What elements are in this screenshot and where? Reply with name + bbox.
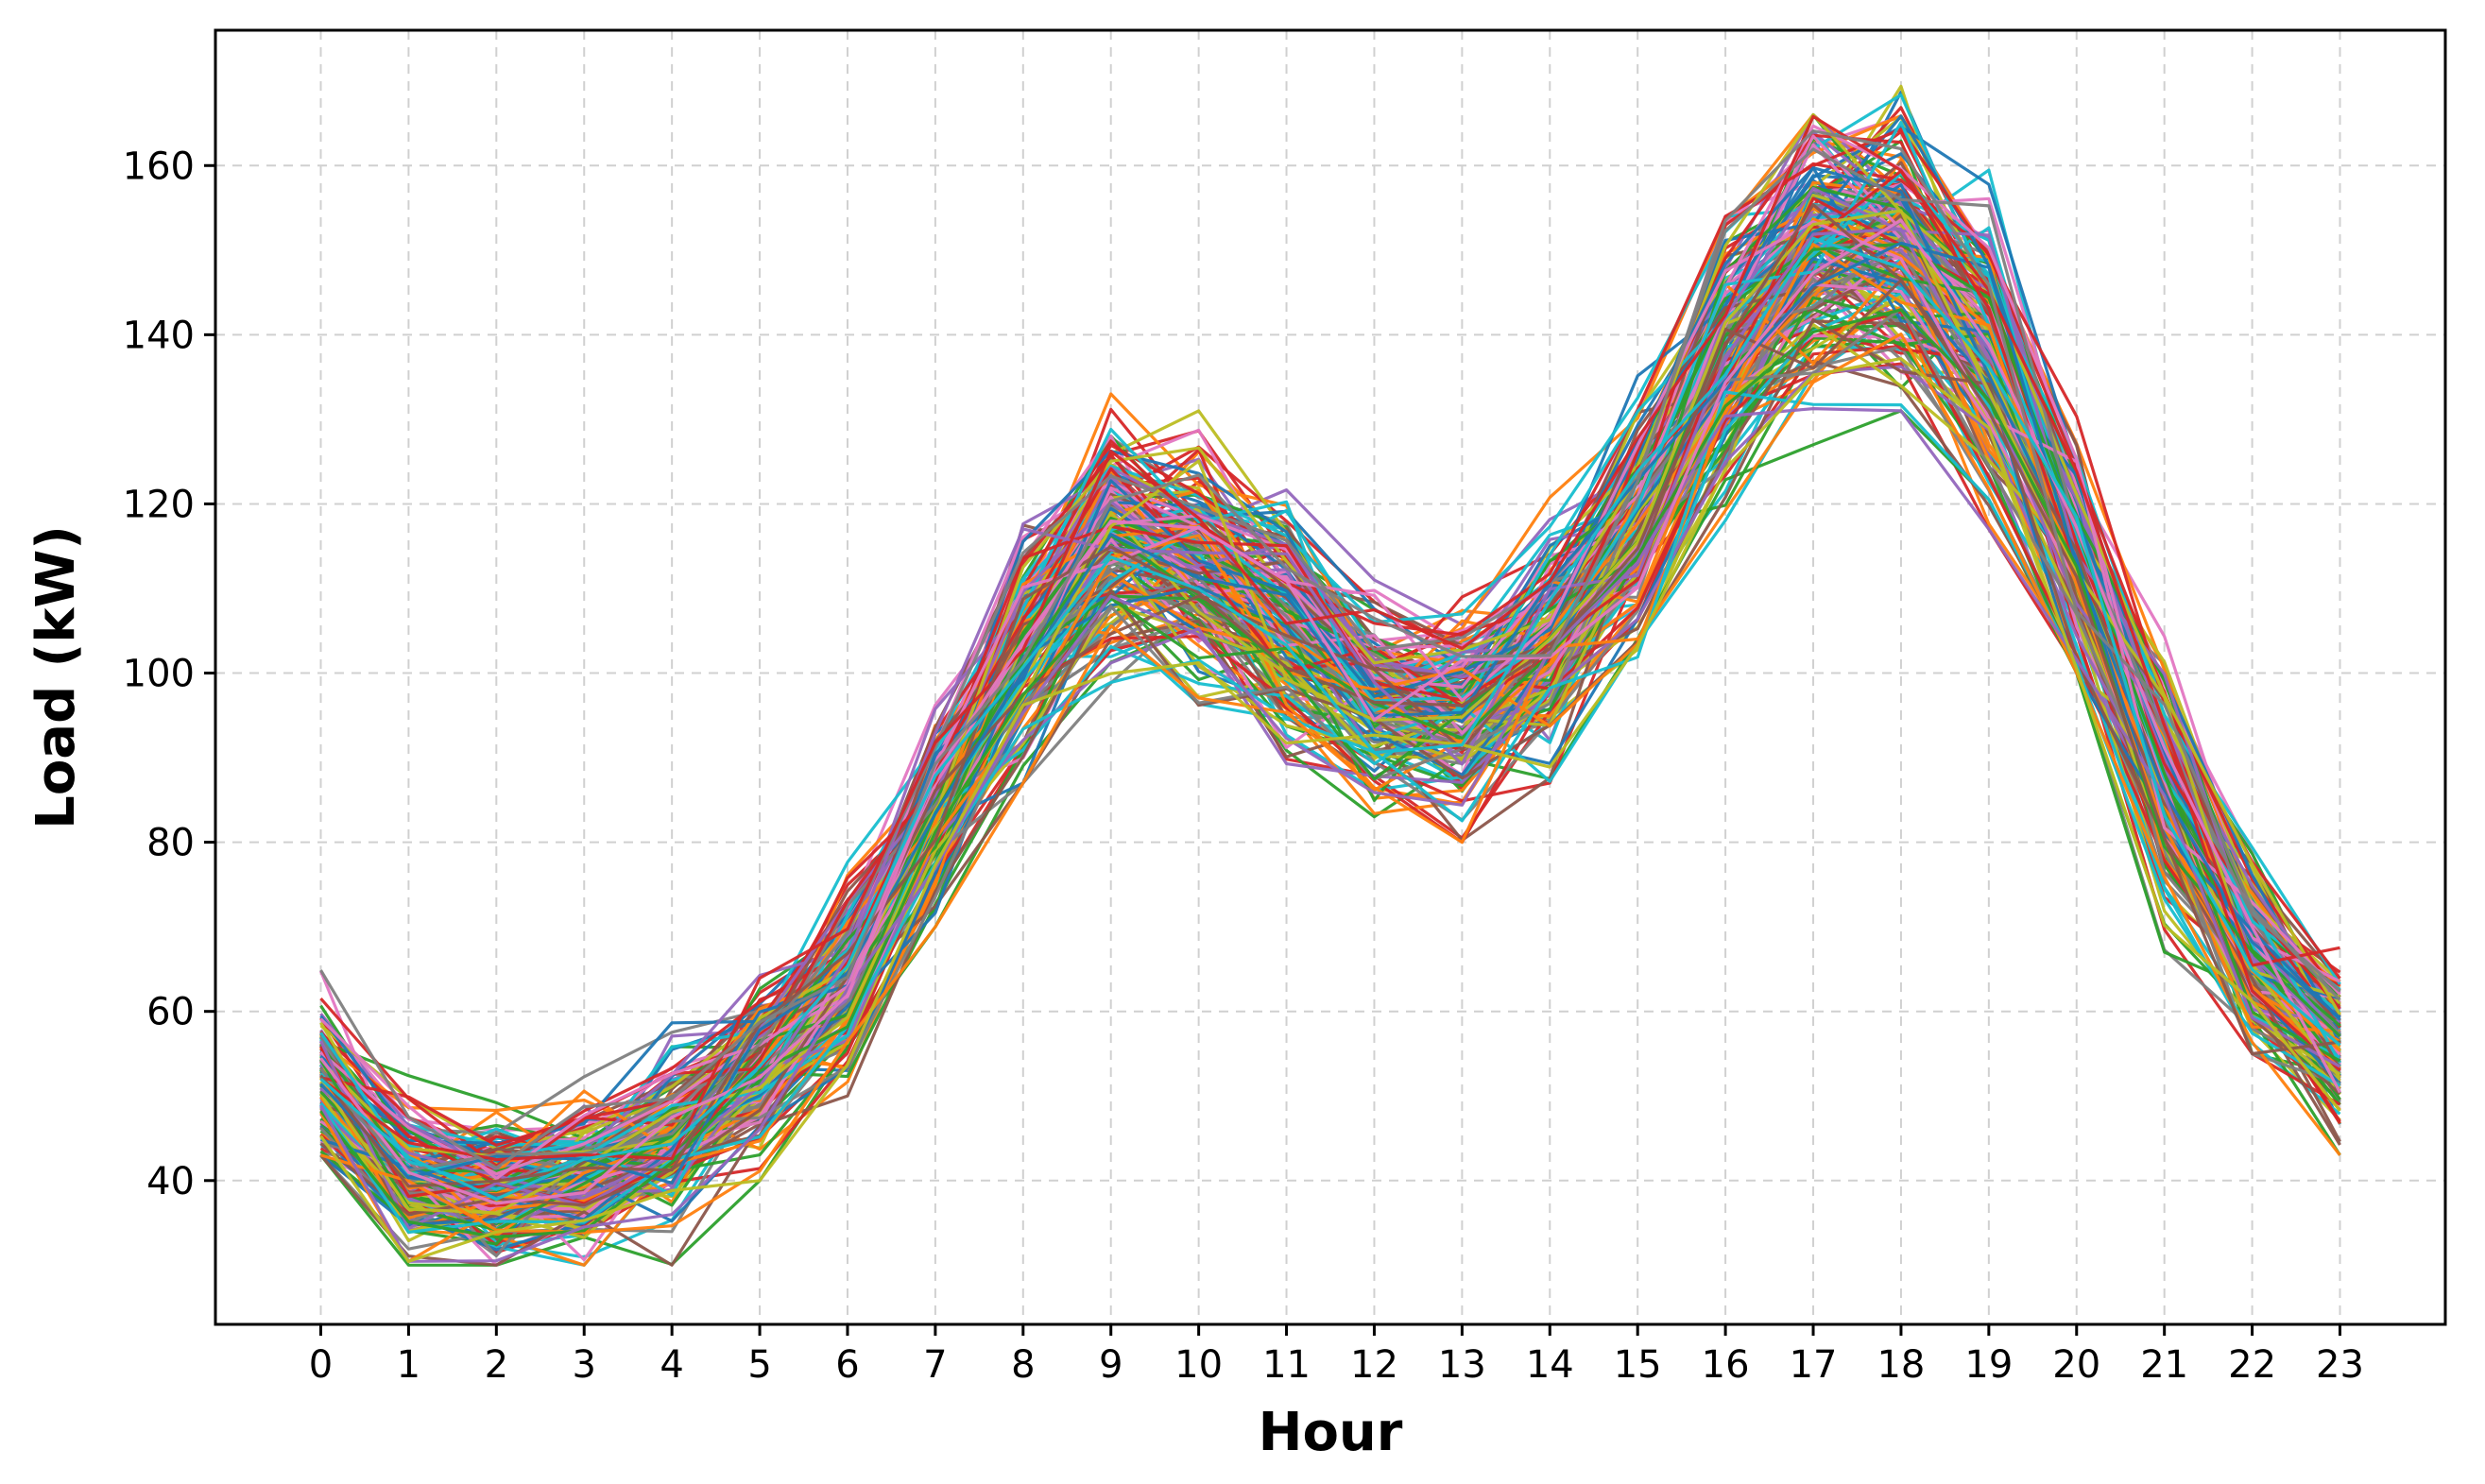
x-tick-label: 14 bbox=[1526, 1343, 1574, 1387]
series-line bbox=[319, 129, 2341, 1169]
x-tick-label: 7 bbox=[923, 1343, 947, 1387]
series-line bbox=[319, 125, 2341, 1185]
y-tick-label: 100 bbox=[123, 653, 195, 696]
series-line bbox=[319, 114, 2340, 1162]
y-tick-label: 60 bbox=[146, 991, 195, 1034]
series-line bbox=[319, 236, 2341, 1202]
x-tick-label: 2 bbox=[485, 1343, 508, 1387]
x-tick-label: 9 bbox=[1099, 1343, 1123, 1387]
x-axis-title: Hour bbox=[1259, 1402, 1403, 1463]
series-line bbox=[320, 333, 2341, 1235]
series-line bbox=[319, 203, 2340, 1188]
x-tick-label: 22 bbox=[2228, 1343, 2276, 1387]
x-tick-label: 20 bbox=[2052, 1343, 2100, 1387]
x-tick-label: 3 bbox=[573, 1343, 596, 1387]
y-axis-ticks: 40 60 80 100 120 140 160 bbox=[123, 145, 215, 1203]
x-tick-label: 1 bbox=[397, 1343, 420, 1387]
series-line bbox=[319, 308, 2341, 1239]
x-tick-label: 0 bbox=[309, 1343, 333, 1387]
x-tick-label: 19 bbox=[1964, 1343, 2013, 1387]
series-line bbox=[319, 218, 2341, 1205]
x-tick-label: 5 bbox=[747, 1343, 771, 1387]
x-tick-label: 11 bbox=[1262, 1343, 1311, 1387]
x-tick-label: 16 bbox=[1702, 1343, 1750, 1387]
x-tick-label: 6 bbox=[835, 1343, 859, 1387]
series-line bbox=[319, 407, 2341, 1263]
series-line bbox=[320, 166, 2341, 1221]
y-tick-label: 140 bbox=[123, 314, 195, 357]
x-tick-label: 13 bbox=[1438, 1343, 1486, 1387]
x-tick-label: 4 bbox=[660, 1343, 683, 1387]
x-axis-ticks: 0 1 2 3 4 5 6 7 8 9 10 11 12 13 14 15 16 17 18 19 20 21 22 23 bbox=[309, 1324, 2364, 1387]
x-tick-label: 23 bbox=[2316, 1343, 2364, 1387]
x-tick-label: 17 bbox=[1790, 1343, 1838, 1387]
x-tick-label: 12 bbox=[1350, 1343, 1398, 1387]
y-tick-label: 80 bbox=[146, 822, 195, 865]
x-tick-label: 15 bbox=[1614, 1343, 1662, 1387]
y-tick-label: 120 bbox=[123, 483, 195, 526]
y-tick-label: 160 bbox=[123, 145, 195, 188]
series-line bbox=[319, 147, 2341, 1172]
x-tick-label: 8 bbox=[1011, 1343, 1035, 1387]
series-line bbox=[320, 307, 2341, 1258]
x-tick-label: 21 bbox=[2140, 1343, 2188, 1387]
x-tick-label: 18 bbox=[1877, 1343, 1925, 1387]
x-tick-label: 10 bbox=[1174, 1343, 1223, 1387]
y-axis-title: Load (kW) bbox=[26, 525, 87, 829]
y-tick-label: 40 bbox=[146, 1160, 195, 1203]
plot-frame bbox=[214, 28, 2447, 1326]
series-line bbox=[319, 357, 2341, 1264]
series-lines bbox=[319, 84, 2341, 1267]
